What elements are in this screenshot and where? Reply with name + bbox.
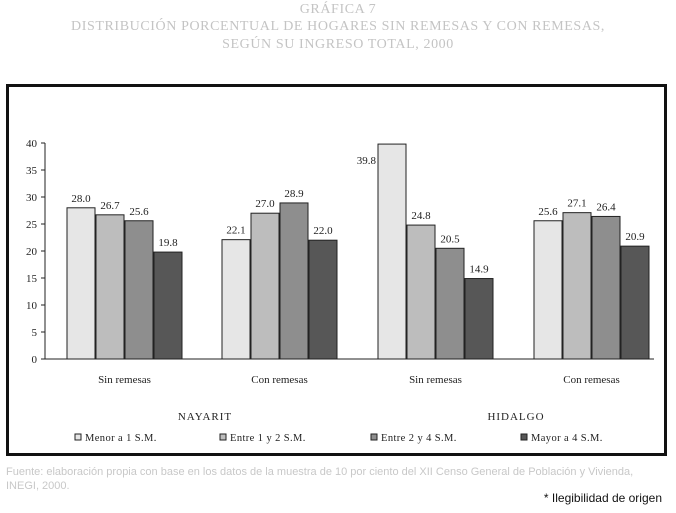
group-label-nayarit: NAYARIT <box>178 411 232 423</box>
data-label: 24.8 <box>411 210 431 222</box>
data-label: 27.1 <box>567 198 586 210</box>
data-label: 27.0 <box>255 198 275 210</box>
bar-entre-2-y-4-s-m- <box>124 220 154 360</box>
y-tick-label: 0 <box>32 354 38 366</box>
category-label: Sin remesas <box>409 374 462 386</box>
data-label: 20.9 <box>625 231 645 243</box>
y-tick-label: 5 <box>32 327 38 339</box>
y-tick-label: 20 <box>26 246 38 258</box>
y-tick-label: 25 <box>26 219 38 231</box>
bar-entre-2-y-4-s-m- <box>435 247 465 360</box>
bar-entre-1-y-2-s-m- <box>406 224 436 360</box>
legend-swatch <box>370 433 378 441</box>
legend-label: Entre 1 y 2 S.M. <box>230 433 306 444</box>
bar-menor-a-1-s-m- <box>221 239 251 360</box>
data-label: 26.4 <box>596 201 616 213</box>
legend-label: Mayor a 4 S.M. <box>531 433 603 444</box>
legend-swatch <box>74 433 82 441</box>
y-tick-label: 40 <box>26 138 38 150</box>
bar-menor-a-1-s-m- <box>66 207 96 360</box>
data-label: 25.6 <box>129 206 149 218</box>
category-label: Sin remesas <box>98 374 151 386</box>
chart-title-line-3: SEGÚN SU INGRESO TOTAL, 2000 <box>222 37 454 52</box>
data-label: 22.1 <box>226 225 245 237</box>
bar-mayor-a-4-s-m- <box>153 251 183 360</box>
category-label: Con remesas <box>251 374 308 386</box>
y-tick-label: 10 <box>26 300 38 312</box>
bar-entre-2-y-4-s-m- <box>591 215 621 360</box>
illegibility-note: * Ilegibilidad de origen <box>543 491 662 505</box>
bar-menor-a-1-s-m- <box>533 220 563 360</box>
data-label: 20.5 <box>440 233 460 245</box>
y-tick-label: 30 <box>26 192 38 204</box>
data-label: 25.6 <box>538 206 558 218</box>
category-label: Con remesas <box>563 374 620 386</box>
data-label: 26.7 <box>100 200 120 212</box>
bar-entre-1-y-2-s-m- <box>95 214 125 360</box>
data-label: 14.9 <box>469 264 489 276</box>
data-label: 22.0 <box>313 225 333 237</box>
source-note-line-2: INEGI, 2000. <box>6 480 70 492</box>
bar-entre-1-y-2-s-m- <box>250 212 280 360</box>
y-tick-label: 15 <box>26 273 38 285</box>
bar-entre-1-y-2-s-m- <box>562 212 592 360</box>
bar-mayor-a-4-s-m- <box>620 245 650 360</box>
data-label: 28.0 <box>71 193 91 205</box>
bar-mayor-a-4-s-m- <box>464 278 494 360</box>
chart-frame: 0 5 10 15 20 25 30 35 40 28.0 22.1 39.8 25.6 26.7 27.0… <box>6 84 667 456</box>
bar-menor-a-1-s-m- <box>377 143 407 360</box>
legend-swatch <box>219 433 227 441</box>
legend-label: Entre 2 y 4 S.M. <box>381 433 457 444</box>
bar-chart: 0 5 10 15 20 25 30 35 40 28.0 22.1 39.8 25.6 26.7 27.0… <box>26 138 654 444</box>
chart-title-line-2: DISTRIBUCIÓN PORCENTUAL DE HOGARES SIN R… <box>70 19 606 34</box>
legend-swatch <box>520 433 528 441</box>
data-label: 28.9 <box>284 188 304 200</box>
data-label: 39.8 <box>357 155 377 167</box>
legend-label: Menor a 1 S.M. <box>85 433 157 444</box>
chart-title-line-1: GRÁFICA 7 <box>299 2 377 17</box>
bar-mayor-a-4-s-m- <box>308 239 338 360</box>
group-label-hidalgo: HIDALGO <box>487 411 544 423</box>
source-note-line-1: Fuente: elaboración propia con base en l… <box>6 466 634 478</box>
data-label: 19.8 <box>158 237 178 249</box>
bar-entre-2-y-4-s-m- <box>279 202 309 360</box>
y-tick-label: 35 <box>26 165 38 177</box>
